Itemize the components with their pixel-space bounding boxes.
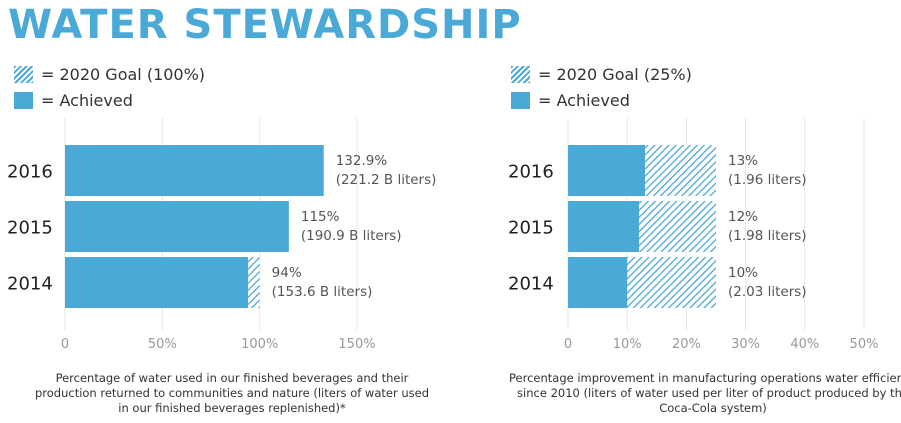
category-label: 2015 <box>7 218 53 239</box>
legend-right: = 2020 Goal (25%) = Achieved <box>511 61 692 113</box>
category-label: 2014 <box>508 274 554 295</box>
chart-efficiency: 0 10% 20% 30% 40% 50% 2016 13% (1.96 liters) 2015… <box>508 118 878 352</box>
achieved-bar <box>65 145 324 196</box>
x-tick-label: 150% <box>338 337 375 352</box>
x-tick-label: 20% <box>672 337 701 352</box>
value-detail-label: (153.6 B liters) <box>272 284 373 300</box>
achieved-bar <box>568 145 645 196</box>
x-tick-label: 40% <box>790 337 819 352</box>
goal-swatch <box>14 65 33 83</box>
value-label: 12% <box>728 209 758 225</box>
caption-left: Percentage of water used in our finished… <box>34 371 430 415</box>
legend-goal-item: = 2020 Goal (100%) <box>14 61 205 87</box>
value-detail-label: (221.2 B liters) <box>336 172 437 188</box>
value-label: 115% <box>301 209 340 225</box>
value-detail-label: (190.9 B liters) <box>301 228 402 244</box>
achieved-legend-label: = Achieved <box>41 90 133 110</box>
x-tick-label: 50% <box>148 337 177 352</box>
achieved-swatch <box>14 91 33 109</box>
value-detail-label: (1.98 liters) <box>728 228 807 244</box>
x-tick-label: 50% <box>850 337 879 352</box>
goal-swatch <box>511 65 530 83</box>
x-tick-label: 100% <box>241 337 278 352</box>
x-tick-label: 10% <box>613 337 642 352</box>
caption-right: Percentage improvement in manufacturing … <box>509 371 901 415</box>
x-tick-label: 0 <box>61 337 69 352</box>
category-label: 2016 <box>508 162 554 183</box>
value-label: 94% <box>272 265 302 281</box>
category-label: 2016 <box>7 162 53 183</box>
goal-legend-label: = 2020 Goal (25%) <box>538 64 692 84</box>
achieved-bar <box>65 257 248 308</box>
legend-goal-item: = 2020 Goal (25%) <box>511 61 692 87</box>
value-label: 132.9% <box>336 153 388 169</box>
value-label: 13% <box>728 153 758 169</box>
achieved-bar <box>568 257 628 308</box>
value-detail-label: (2.03 liters) <box>728 284 807 300</box>
legend-left: = 2020 Goal (100%) = Achieved <box>14 61 205 113</box>
achieved-legend-label: = Achieved <box>538 90 630 110</box>
category-label: 2014 <box>7 274 53 295</box>
value-detail-label: (1.96 liters) <box>728 172 807 188</box>
x-tick-label: 30% <box>731 337 760 352</box>
achieved-swatch <box>511 91 530 109</box>
chart-replenish: 0 50% 100% 150% 2016 132.9% (221.2 B liters) 20… <box>7 118 436 352</box>
achieved-bar <box>65 201 289 252</box>
legend-achieved-item: = Achieved <box>511 87 692 113</box>
page-title: WATER STEWARDSHIP <box>8 2 522 48</box>
goal-legend-label: = 2020 Goal (100%) <box>41 64 206 84</box>
legend-achieved-item: = Achieved <box>14 87 205 113</box>
value-label: 10% <box>728 265 758 281</box>
category-label: 2015 <box>508 218 554 239</box>
achieved-bar <box>568 201 640 252</box>
x-tick-label: 0 <box>564 337 572 352</box>
